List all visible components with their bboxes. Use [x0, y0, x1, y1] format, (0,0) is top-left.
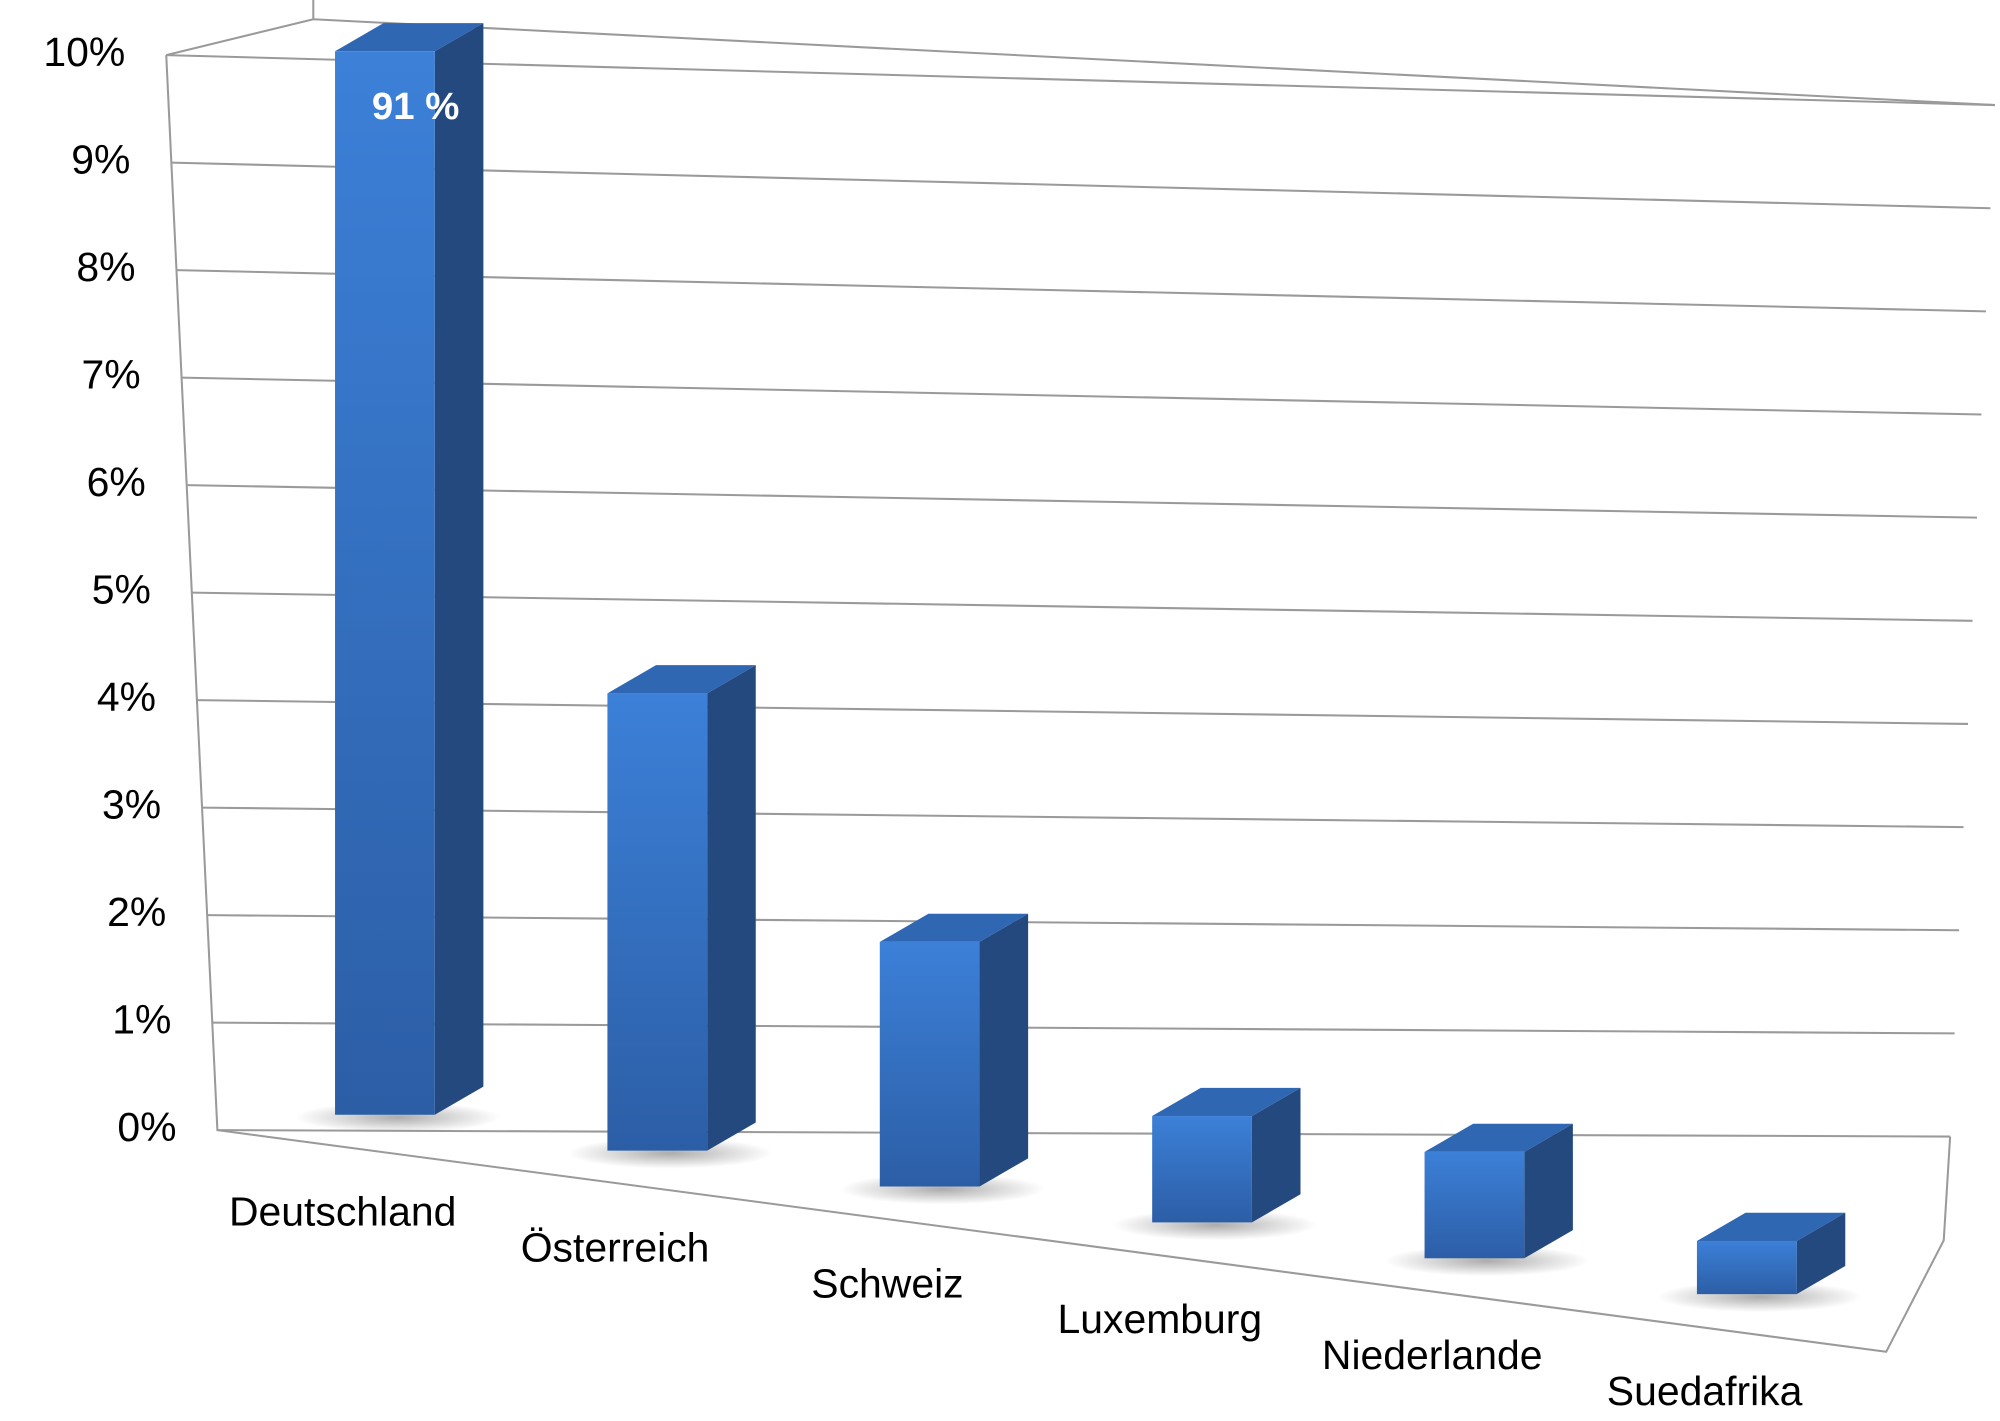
y-tick-label: 10% [43, 29, 125, 75]
bar-top [335, 23, 484, 52]
y-tick-label: 9% [71, 136, 130, 182]
bar [607, 693, 708, 1151]
y-tick-label: 8% [76, 244, 135, 290]
y-tick-label: 0% [117, 1104, 176, 1150]
bar [335, 51, 435, 1115]
x-tick-label: Suedafrika [1607, 1368, 1803, 1414]
y-tick-label: 1% [112, 996, 171, 1042]
x-tick-label: Schweiz [811, 1260, 963, 1306]
x-tick-label: Luxemburg [1058, 1296, 1263, 1342]
grid-line [202, 806, 1964, 829]
bar [1424, 1151, 1525, 1259]
bar [1696, 1240, 1797, 1295]
bar-top [1696, 1212, 1846, 1241]
value-label: 91 % [372, 85, 459, 128]
bar-side [1251, 1087, 1301, 1223]
x-tick-label: Niederlande [1322, 1332, 1543, 1378]
bar-side [707, 665, 756, 1151]
bar-side [1796, 1212, 1846, 1295]
y-tick-label: 7% [82, 351, 141, 397]
grid-line [217, 1129, 1951, 1138]
grid-line [191, 591, 1973, 622]
bar-side [979, 913, 1029, 1187]
bar-top [1152, 1087, 1301, 1117]
grid-line [186, 484, 1978, 519]
bar-top [879, 913, 1029, 942]
bar-side [434, 23, 484, 1115]
bar-top [607, 665, 756, 694]
y-tick-label: 6% [87, 459, 146, 505]
y-tick-label: 4% [97, 674, 156, 720]
grid-line [196, 699, 1969, 725]
y-tick-label: 2% [107, 889, 166, 935]
bar [879, 941, 980, 1187]
grid-line [212, 1021, 1955, 1035]
grid-line [207, 914, 1960, 932]
walls [165, 0, 1995, 1353]
y-tick-label: 5% [92, 566, 151, 612]
x-tick-label: Österreich [521, 1224, 710, 1270]
y-tick-label: 3% [102, 781, 161, 827]
bar [1152, 1116, 1252, 1223]
bar-side [1524, 1123, 1573, 1259]
x-tick-label: Deutschland [229, 1188, 456, 1234]
bar-top [1424, 1123, 1573, 1152]
